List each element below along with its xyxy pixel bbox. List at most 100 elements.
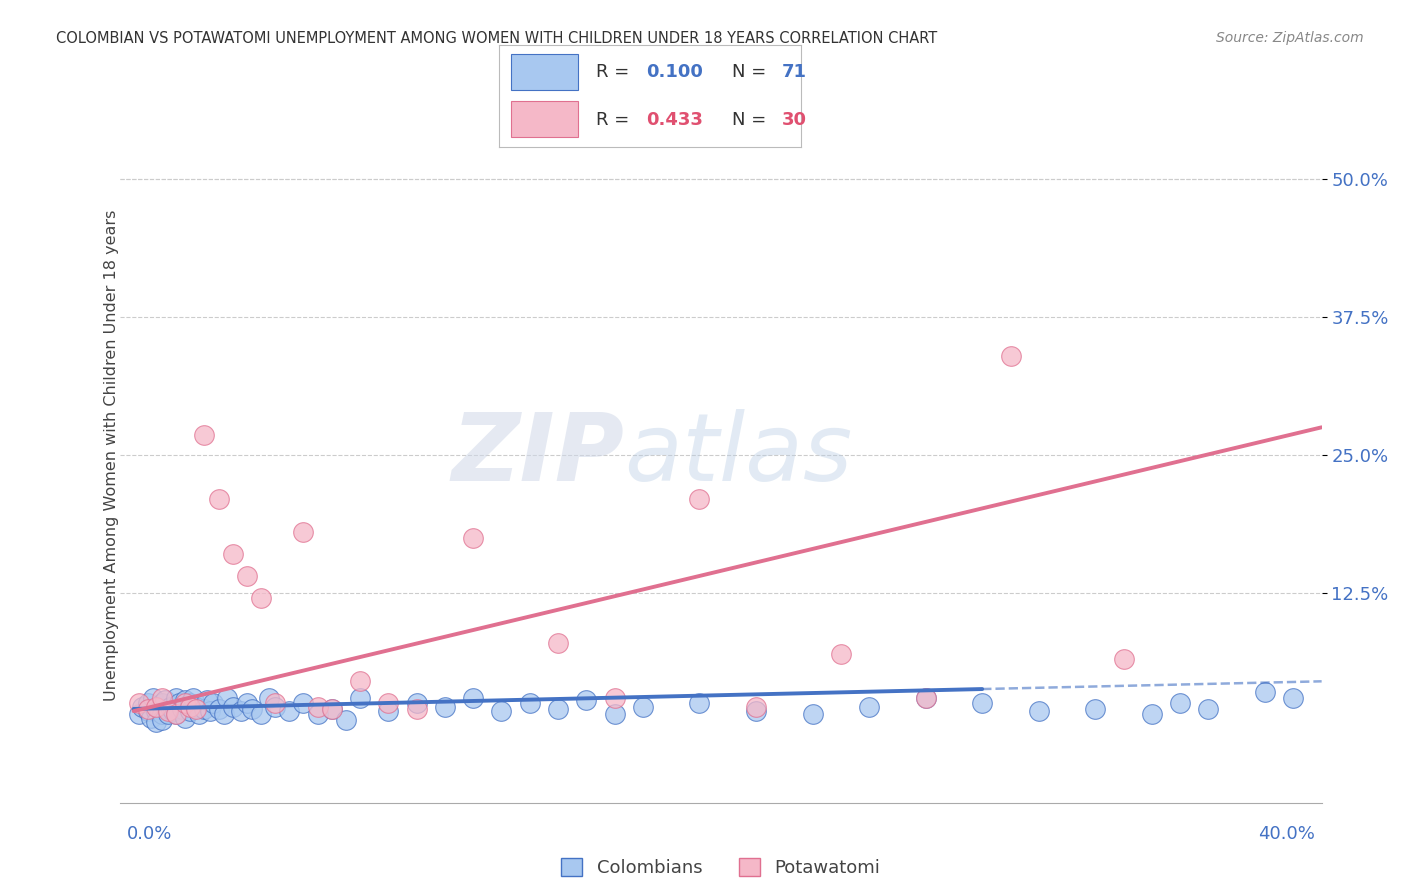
Point [162, 704, 184, 718]
Point [688, 697, 710, 711]
Point [231, 704, 253, 718]
Point [688, 492, 710, 507]
Point [321, 702, 343, 716]
Point [139, 711, 162, 725]
Point [193, 428, 215, 442]
Point [1140, 707, 1163, 722]
Point [184, 699, 207, 714]
Point [215, 690, 238, 705]
Text: R =: R = [596, 62, 636, 81]
Point [212, 707, 235, 722]
Point [603, 707, 626, 722]
Point [259, 690, 281, 705]
Point [405, 702, 427, 716]
Point [150, 707, 173, 722]
Point [136, 697, 159, 711]
Point [1198, 702, 1220, 716]
Point [221, 699, 243, 714]
Point [972, 697, 994, 711]
Point [150, 713, 173, 727]
Point [250, 591, 273, 606]
Point [1028, 704, 1050, 718]
Point [461, 531, 484, 545]
Text: 30: 30 [782, 111, 807, 129]
Point [187, 707, 209, 722]
Text: R =: R = [596, 111, 636, 129]
Point [377, 697, 399, 711]
Point [156, 707, 179, 722]
Point [349, 674, 371, 689]
Point [335, 713, 357, 727]
Point [156, 702, 179, 716]
Point [173, 697, 195, 711]
Point [184, 702, 207, 716]
Point [128, 697, 150, 711]
Point [153, 693, 176, 707]
Point [264, 697, 287, 711]
Point [242, 702, 264, 716]
Point [179, 699, 201, 714]
Point [307, 699, 329, 714]
Point [193, 702, 215, 716]
Point [349, 690, 371, 705]
Point [914, 690, 936, 705]
Point [278, 704, 301, 718]
Point [307, 707, 329, 722]
Point [201, 697, 224, 711]
Point [603, 690, 626, 705]
Point [159, 699, 181, 714]
Point [1168, 697, 1191, 711]
Point [195, 693, 218, 707]
Point [801, 707, 824, 722]
Bar [512, 54, 578, 90]
Point [131, 699, 153, 714]
Point [179, 697, 201, 711]
Point [575, 693, 598, 707]
Point [321, 702, 343, 716]
Point [145, 704, 167, 718]
Text: 0.0%: 0.0% [127, 825, 172, 843]
Point [547, 702, 569, 716]
Point [173, 693, 195, 707]
Legend: Colombians, Potawatomi: Colombians, Potawatomi [554, 850, 887, 884]
Point [830, 647, 852, 661]
Point [1000, 349, 1022, 363]
Point [136, 704, 159, 718]
Point [165, 707, 187, 722]
Text: 40.0%: 40.0% [1258, 825, 1315, 843]
Point [292, 697, 315, 711]
Text: Source: ZipAtlas.com: Source: ZipAtlas.com [1216, 31, 1364, 45]
Point [461, 690, 484, 705]
Point [250, 707, 273, 722]
Point [221, 547, 243, 561]
Point [207, 492, 229, 507]
Point [136, 702, 159, 716]
Point [1112, 652, 1135, 666]
Text: N =: N = [733, 111, 772, 129]
Point [198, 704, 221, 718]
Point [170, 702, 193, 716]
Point [405, 697, 427, 711]
Point [236, 569, 259, 583]
Point [547, 635, 569, 649]
Point [1282, 690, 1305, 705]
Point [264, 699, 287, 714]
Text: 0.433: 0.433 [645, 111, 703, 129]
Text: atlas: atlas [624, 409, 852, 500]
Point [167, 697, 190, 711]
Y-axis label: Unemployment Among Women with Children Under 18 years: Unemployment Among Women with Children U… [104, 210, 118, 700]
Point [173, 711, 195, 725]
Point [181, 690, 204, 705]
Point [142, 690, 165, 705]
Point [377, 704, 399, 718]
Point [433, 699, 456, 714]
Point [292, 525, 315, 540]
Point [128, 707, 150, 722]
Point [179, 704, 201, 718]
Point [745, 704, 768, 718]
Point [1254, 685, 1277, 699]
Text: 0.100: 0.100 [645, 62, 703, 81]
Point [156, 704, 179, 718]
Point [745, 699, 768, 714]
Point [165, 690, 187, 705]
